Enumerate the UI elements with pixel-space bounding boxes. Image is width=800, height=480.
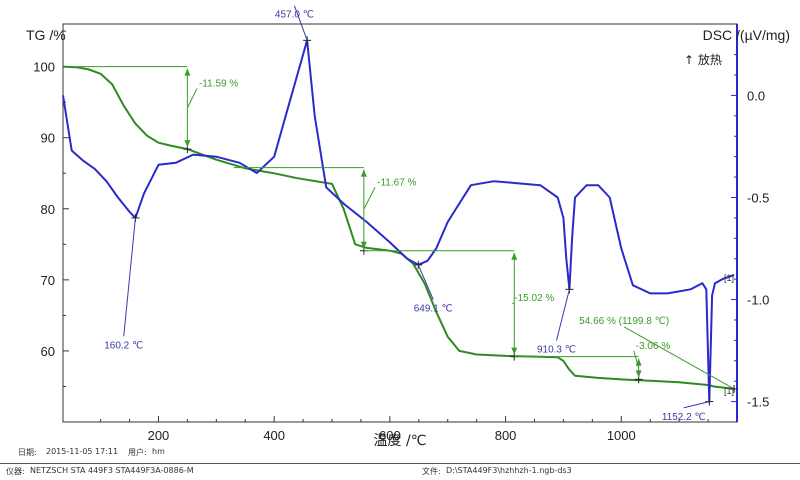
- y-left-tick-label: 100: [33, 60, 55, 75]
- arrow-head: [360, 241, 367, 249]
- instrument-value: NETZSCH STA 449F3 STA449F3A-0886-M: [30, 466, 194, 475]
- arrow-head: [511, 252, 518, 260]
- step-leader-line: [186, 88, 198, 109]
- arrow-head: [635, 370, 642, 378]
- annotations-layer: 160.2 ℃ 457.0 ℃ 649.1 ℃ 910.3 ℃ 1152.2 ℃ -11.…: [65, 5, 739, 423]
- y-right-tick-label: -1.5: [747, 395, 769, 410]
- mass-change-label: -11.67 %: [377, 177, 416, 188]
- x-tick-label: 400: [263, 428, 285, 443]
- file-label: 文件:: [422, 467, 441, 476]
- x-tick-label: 600: [379, 428, 401, 443]
- y-left-title: TG /%: [26, 27, 66, 43]
- labels-layer: TG /% DSC /(µV/mg) 温度 /℃ ↑ 放热 [1] [1]: [26, 27, 790, 449]
- user-label: 用户:: [128, 448, 147, 457]
- date-value: 2015-11-05 17:11: [46, 447, 119, 456]
- peak-temperature-label: 160.2 ℃: [104, 340, 143, 351]
- peak-temperature-label: 1152.2 ℃: [662, 412, 706, 423]
- instrument-label: 仪器:: [6, 467, 25, 476]
- plot-frame: [62, 23, 738, 423]
- y-right-tick-label: -1.0: [747, 293, 769, 308]
- x-tick-label: 200: [148, 428, 170, 443]
- peak-temperature-label: 457.0 ℃: [275, 10, 314, 21]
- file-value: D:\STA449F3\hzhhzh-1.ngb-ds3: [446, 466, 572, 475]
- mass-change-label: -3.06 %: [636, 341, 671, 352]
- y-left-tick-label: 90: [41, 131, 55, 146]
- date-label: 日期:: [18, 448, 37, 457]
- dsc-curve-tag: [1]: [724, 273, 734, 283]
- mass-change-label: -11.59 %: [199, 79, 238, 90]
- residual-leader-line: [623, 326, 735, 390]
- x-axis-title: 温度 /℃: [374, 433, 427, 449]
- x-tick-label: 1000: [607, 428, 636, 443]
- axes: 200 400 600 800 1000 60 70 80 90 100 0.0 -0.5 -1.0 -1…: [33, 23, 769, 443]
- residual-mass-label: 54.66 % (1199.8 ℃): [579, 316, 669, 327]
- step-leader-line: [633, 350, 640, 369]
- step-leader-line: [363, 187, 376, 210]
- arrow-head: [360, 169, 367, 177]
- peak-temperature-label: 649.1 ℃: [414, 304, 453, 315]
- arrow-head: [184, 140, 191, 148]
- y-right-tick-label: -0.5: [747, 190, 769, 205]
- peak-leader-line: [556, 289, 570, 341]
- arrow-head: [184, 68, 191, 76]
- user-value: hm: [152, 447, 165, 456]
- y-left-tick-label: 70: [41, 273, 55, 288]
- y-left-tick-label: 80: [41, 202, 55, 217]
- mass-change-label: -15.02 %: [514, 293, 554, 304]
- tg-curve: [62, 65, 735, 390]
- peak-temperature-label: 910.3 ℃: [537, 344, 576, 355]
- x-tick-label: 800: [495, 428, 517, 443]
- peak-leader-line: [417, 264, 434, 300]
- y-right-tick-label: 0.0: [747, 88, 765, 103]
- arrow-head: [511, 347, 518, 355]
- peak-leader-line: [293, 5, 308, 41]
- dsc-curve: [62, 39, 735, 403]
- peak-leader-line: [683, 401, 710, 409]
- series-layer: [62, 39, 735, 403]
- footer-divider: [0, 463, 800, 464]
- exo-direction-label: ↑ 放热: [684, 52, 722, 67]
- peak-leader-line: [123, 217, 136, 337]
- tg-curve-tag: [1]: [724, 386, 734, 396]
- y-right-title: DSC /(µV/mg): [703, 27, 790, 43]
- y-left-tick-label: 60: [41, 344, 55, 359]
